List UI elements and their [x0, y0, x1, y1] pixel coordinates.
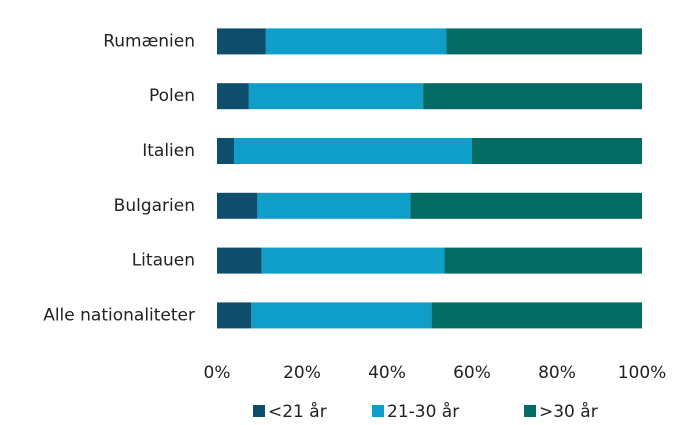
legend-swatch — [524, 405, 536, 417]
bar-segment — [410, 192, 642, 219]
x-tick-label: 20% — [283, 363, 321, 383]
legend-swatch — [372, 405, 384, 417]
bar-segment — [472, 138, 642, 164]
bar-segment — [234, 138, 472, 164]
x-tick-label: 60% — [453, 363, 491, 383]
legend-swatch — [253, 405, 265, 417]
x-tick-label: 40% — [368, 363, 406, 383]
legend-label: >30 år — [539, 401, 598, 422]
bar-segment — [217, 302, 251, 329]
x-tick-label: 80% — [538, 363, 576, 383]
category-label: Rumænien — [103, 31, 195, 51]
category-label: Bulgarien — [114, 196, 195, 216]
category-label: Alle nationaliteter — [43, 305, 195, 325]
category-label: Italien — [142, 141, 195, 161]
bar-segment — [248, 83, 424, 110]
bar-segment — [257, 192, 411, 219]
x-tick-label: 0% — [204, 363, 231, 383]
bar-segment — [217, 28, 266, 55]
bar-segment — [265, 28, 447, 55]
category-label: Polen — [149, 86, 195, 106]
legend-label: 21-30 år — [387, 401, 459, 422]
bar-segment — [217, 138, 234, 164]
legend-label: <21 år — [268, 401, 327, 422]
bar-segment — [446, 28, 642, 55]
category-label: Litauen — [132, 251, 195, 271]
bar-segment — [217, 83, 249, 110]
bar-segment — [217, 247, 262, 274]
x-tick-label: 100% — [618, 363, 667, 383]
bar-segment — [431, 302, 642, 329]
bar-segment — [423, 83, 642, 110]
bar-segment — [444, 247, 642, 274]
bar-segment — [251, 302, 432, 329]
bar-segment — [261, 247, 445, 274]
bar-segment — [217, 192, 258, 219]
